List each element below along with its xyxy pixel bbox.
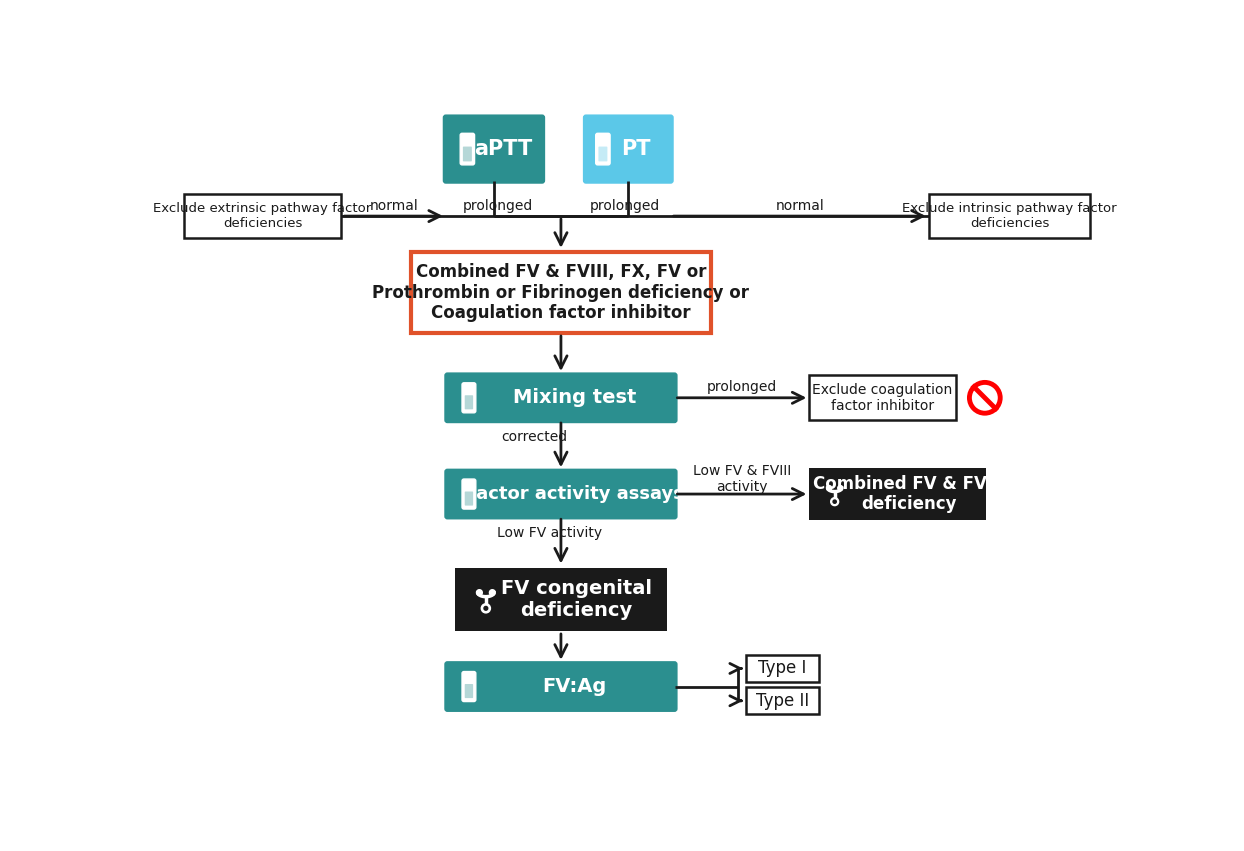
- FancyBboxPatch shape: [444, 469, 678, 519]
- FancyBboxPatch shape: [443, 114, 545, 184]
- Text: prolonged: prolonged: [463, 199, 532, 213]
- Bar: [463, 481, 475, 484]
- Circle shape: [481, 603, 490, 613]
- Bar: [745, 688, 819, 714]
- Bar: [928, 194, 1090, 238]
- FancyBboxPatch shape: [444, 373, 678, 423]
- Text: aPTT: aPTT: [474, 139, 532, 159]
- Text: Combined FV & FVIII, FX, FV or
Prothrombin or Fibrinogen deficiency or
Coagulati: Combined FV & FVIII, FX, FV or Prothromb…: [372, 263, 749, 323]
- FancyBboxPatch shape: [465, 395, 473, 409]
- Text: corrected: corrected: [501, 430, 567, 444]
- Text: Low FV & FVIII
activity: Low FV & FVIII activity: [693, 464, 791, 494]
- Circle shape: [969, 382, 1000, 414]
- Text: Mixing test: Mixing test: [513, 388, 637, 408]
- Bar: [597, 135, 608, 139]
- Text: Type I: Type I: [758, 660, 806, 677]
- Circle shape: [476, 590, 483, 596]
- FancyBboxPatch shape: [444, 661, 678, 712]
- FancyBboxPatch shape: [465, 684, 473, 698]
- Text: prolonged: prolonged: [707, 380, 778, 394]
- FancyBboxPatch shape: [465, 492, 473, 505]
- Text: prolonged: prolonged: [590, 199, 659, 213]
- Text: Type II: Type II: [755, 692, 809, 710]
- FancyBboxPatch shape: [463, 146, 471, 162]
- Text: FV congenital
deficiency: FV congenital deficiency: [501, 579, 652, 620]
- Text: Exclude intrinsic pathway factor
deficiencies: Exclude intrinsic pathway factor deficie…: [902, 202, 1117, 230]
- Text: PT: PT: [621, 139, 651, 159]
- FancyBboxPatch shape: [460, 134, 474, 165]
- Bar: [810, 375, 955, 420]
- FancyBboxPatch shape: [462, 479, 475, 509]
- Circle shape: [837, 486, 842, 490]
- Text: Exclude extrinsic pathway factor
deficiencies: Exclude extrinsic pathway factor deficie…: [153, 202, 372, 230]
- Bar: [463, 673, 475, 677]
- Text: Combined FV & FVIII
deficiency: Combined FV & FVIII deficiency: [814, 475, 1005, 513]
- Text: FV:Ag: FV:Ag: [542, 677, 607, 696]
- FancyBboxPatch shape: [462, 671, 475, 701]
- Bar: [462, 135, 474, 139]
- Bar: [455, 568, 667, 631]
- Text: normal: normal: [369, 199, 418, 213]
- Circle shape: [831, 498, 838, 505]
- Circle shape: [833, 500, 836, 503]
- Circle shape: [484, 607, 488, 610]
- FancyBboxPatch shape: [462, 383, 475, 413]
- Bar: [745, 655, 819, 682]
- Bar: [810, 468, 986, 520]
- FancyBboxPatch shape: [596, 134, 610, 165]
- Bar: [463, 385, 475, 388]
- Text: Factor activity assays: Factor activity assays: [465, 485, 684, 503]
- Text: Exclude coagulation
factor inhibitor: Exclude coagulation factor inhibitor: [812, 383, 953, 413]
- Circle shape: [826, 486, 831, 490]
- Circle shape: [489, 590, 495, 596]
- FancyBboxPatch shape: [598, 146, 607, 162]
- Bar: [184, 194, 342, 238]
- Text: normal: normal: [775, 199, 824, 213]
- FancyBboxPatch shape: [583, 114, 674, 184]
- Text: Low FV activity: Low FV activity: [496, 526, 602, 540]
- Bar: [411, 252, 712, 333]
